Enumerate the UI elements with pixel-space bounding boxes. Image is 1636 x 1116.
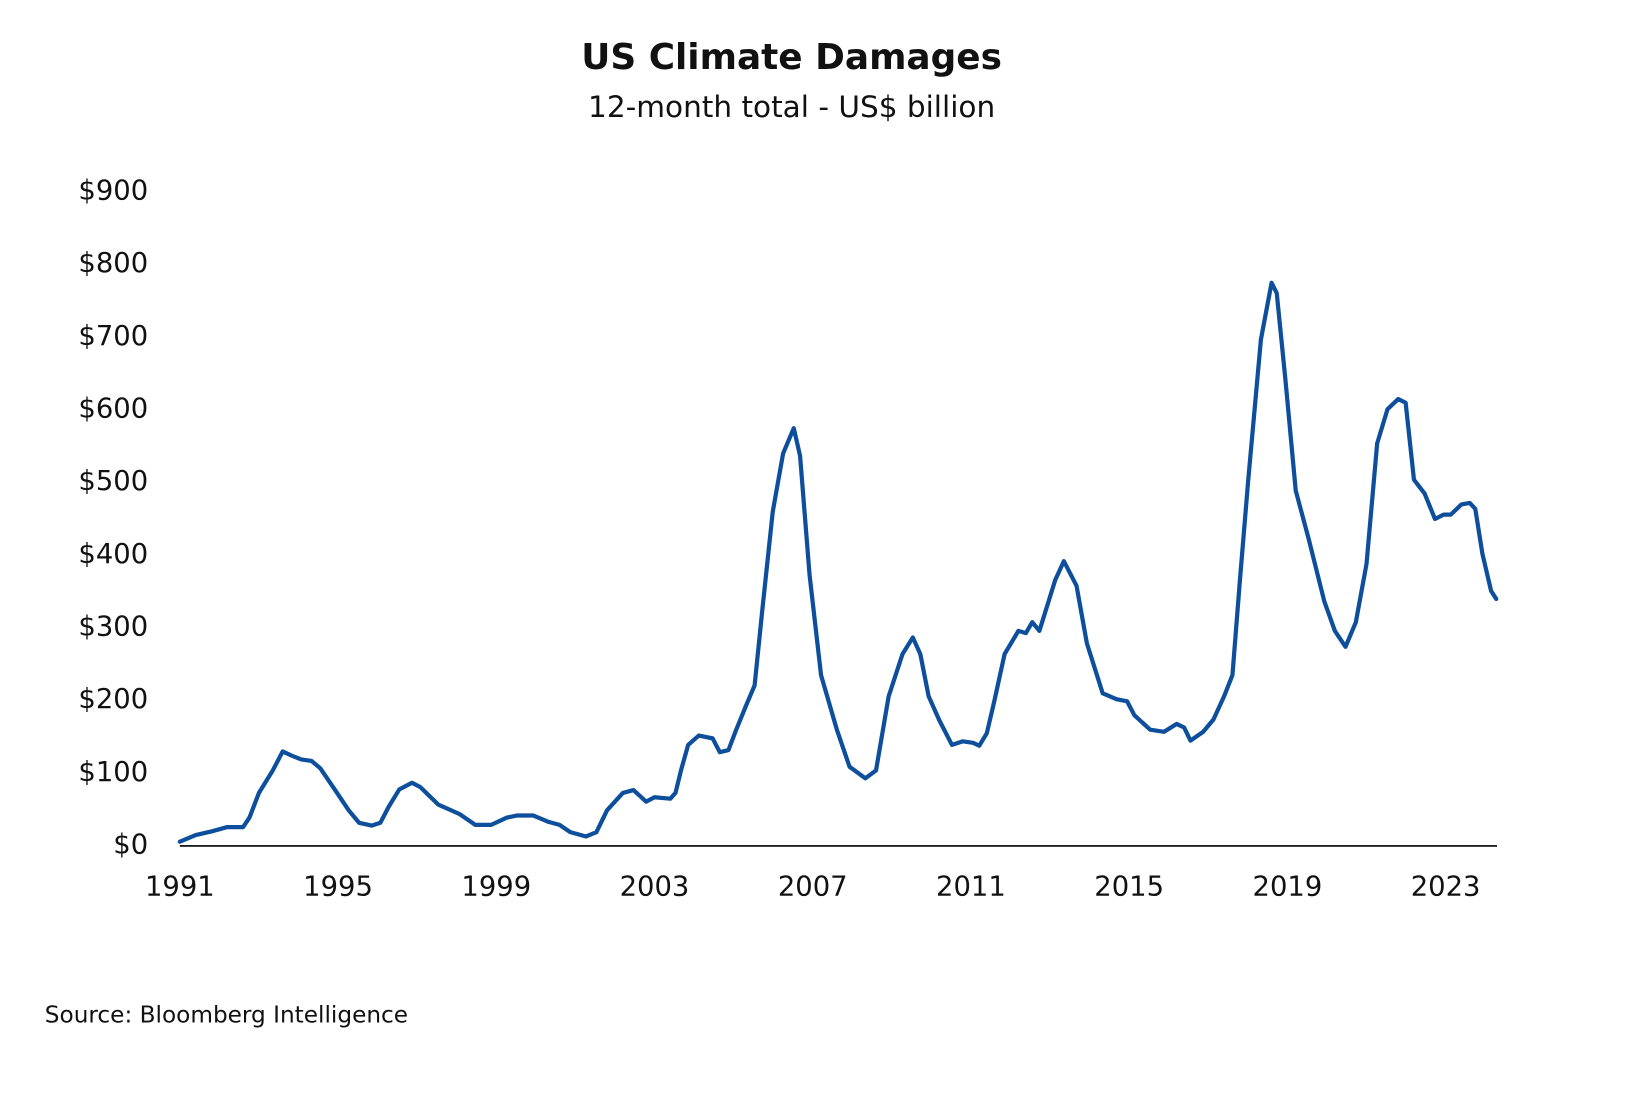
chart-subtitle: 12-month total - US$ billion xyxy=(588,90,995,124)
x-tick-label: 2007 xyxy=(778,872,848,903)
y-tick-label: $300 xyxy=(78,611,148,642)
y-tick-label: $900 xyxy=(78,175,148,206)
x-tick-label: 2023 xyxy=(1411,872,1481,903)
y-tick-label: $200 xyxy=(78,684,148,715)
y-tick-label: $100 xyxy=(78,757,148,788)
x-tick-label: 2011 xyxy=(936,872,1006,903)
x-tick-label: 2019 xyxy=(1253,872,1323,903)
x-tick-label: 1999 xyxy=(461,872,531,903)
x-tick-label: 2003 xyxy=(620,872,690,903)
y-tick-label: $400 xyxy=(78,539,148,570)
y-tick-label: $800 xyxy=(78,248,148,279)
y-tick-label: $600 xyxy=(78,393,148,424)
y-tick-label: $700 xyxy=(78,321,148,352)
x-tick-label: 1995 xyxy=(303,872,373,903)
y-tick-label: $0 xyxy=(113,829,148,860)
data-line xyxy=(177,280,1499,844)
x-tick-label: 1991 xyxy=(145,872,215,903)
x-tick-label: 2015 xyxy=(1094,872,1164,903)
y-tick-label: $500 xyxy=(78,466,148,497)
chart-title: US Climate Damages xyxy=(581,37,1002,78)
source-note: Source: Bloomberg Intelligence xyxy=(45,1001,408,1028)
